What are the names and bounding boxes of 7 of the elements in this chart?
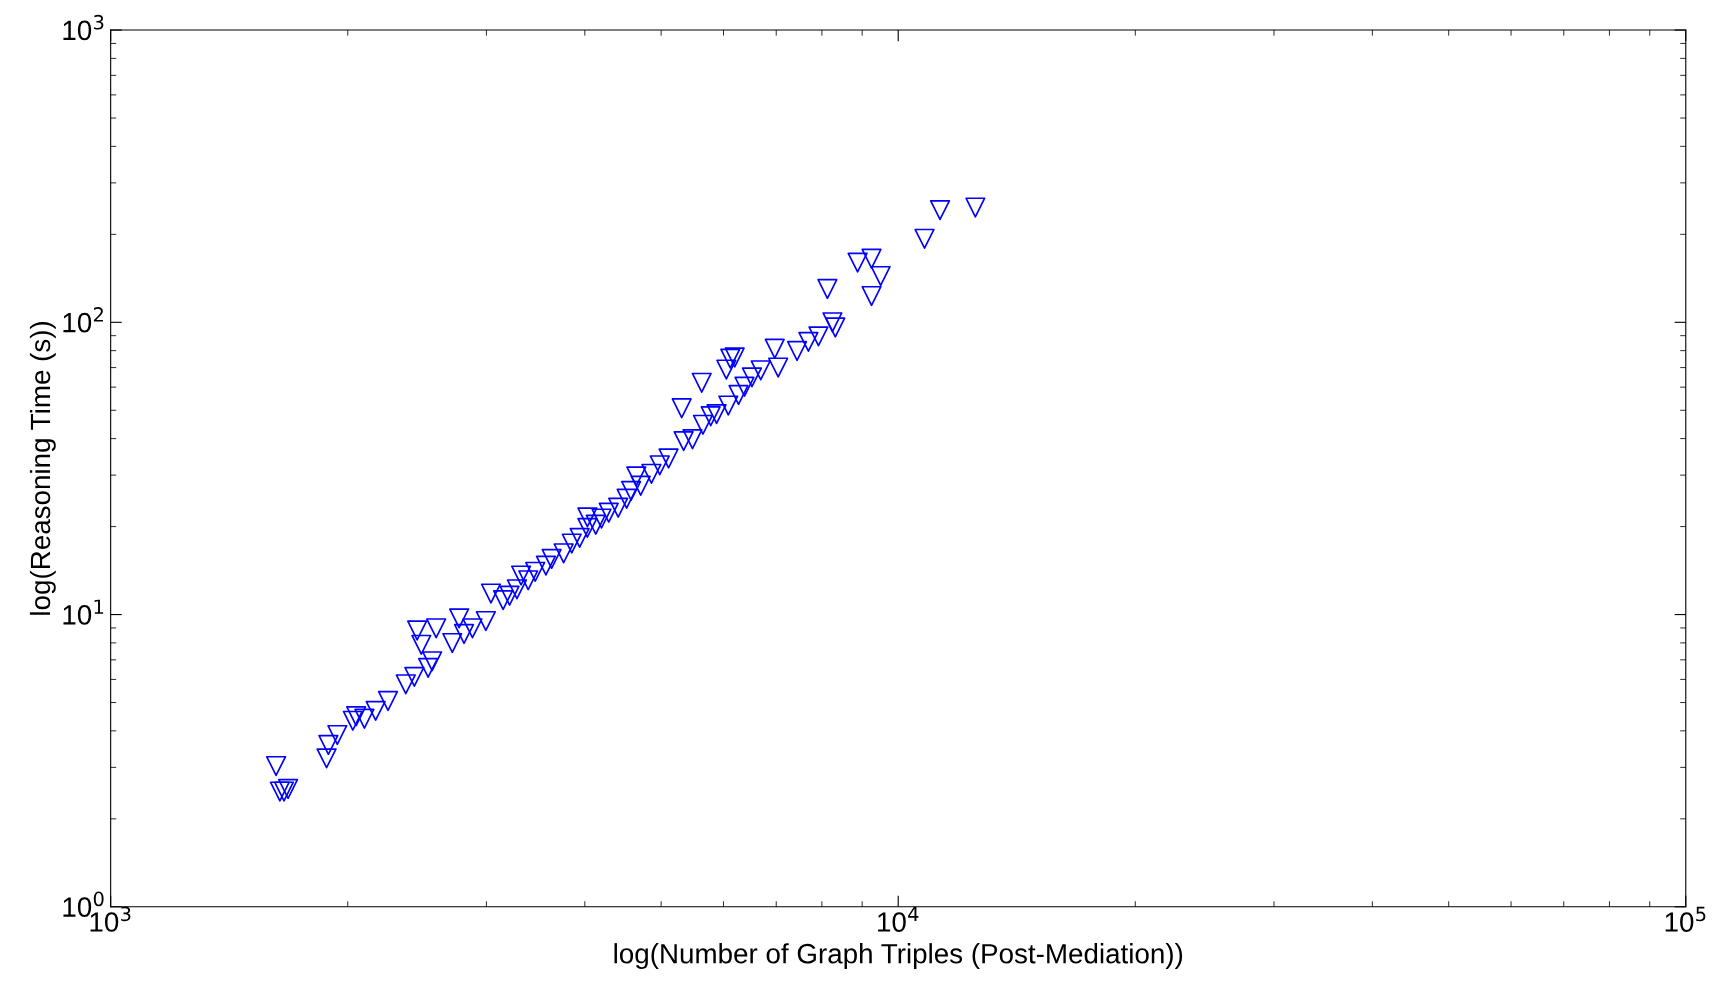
x-tick-label: 10$^{4}$ [878, 906, 919, 932]
x-axis-title: log(Number of Graph Triples (Post-Mediation)) [614, 943, 1183, 970]
y-tick-label: 10$^{2}$ [63, 307, 103, 333]
y-axis-title: log(Reasoning Time (s)) [29, 321, 56, 615]
y-tick-label: 10$^{3}$ [63, 14, 104, 41]
y-tick-label: 10$^{1}$ [63, 599, 104, 625]
x-tick-label: 10$^{5}$ [1665, 906, 1706, 932]
